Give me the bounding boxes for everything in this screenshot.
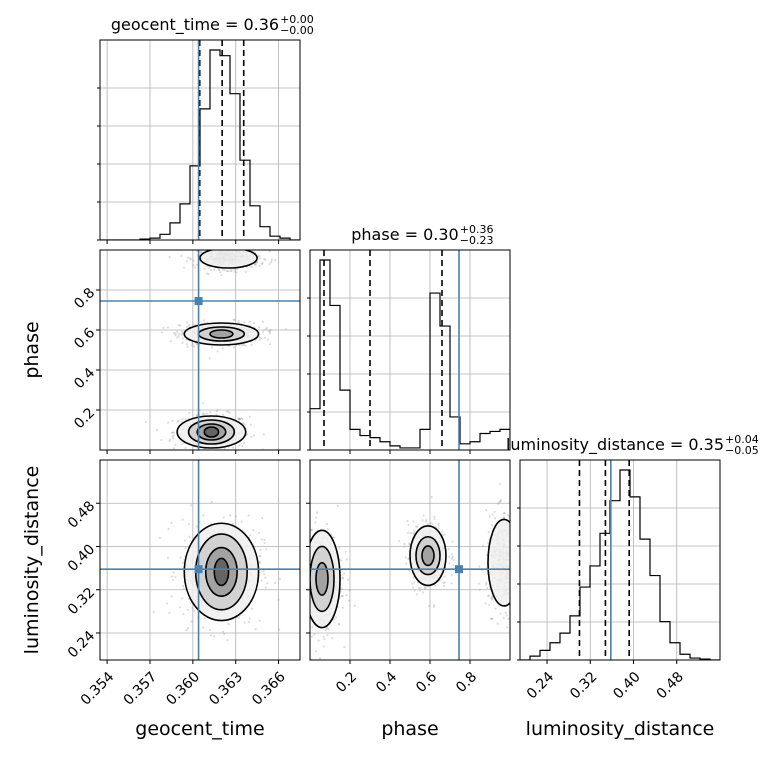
panel-title-upper-error: +0.00 <box>280 13 314 26</box>
truth-marker <box>455 565 463 574</box>
contour-0-3 <box>176 415 247 449</box>
y-axis-label-phase: phase <box>21 321 43 378</box>
x-tick-label: 0.357 <box>121 669 161 709</box>
contour-1-2 <box>409 525 447 587</box>
density-fill-0-0 <box>214 558 229 586</box>
contour-1-1 <box>415 535 441 576</box>
panel-frame <box>519 459 721 661</box>
x-tick-label: 0.4 <box>373 669 400 696</box>
y-tick-label: 0.6 <box>71 325 98 352</box>
density-fill-0-0 <box>204 427 219 437</box>
panel-title-geocent_time: geocent_time = 0.36 +0.00−0.00 <box>111 13 314 37</box>
histogram-luminosity_distance <box>520 469 720 660</box>
panel-frame <box>99 249 301 451</box>
panel-title-luminosity_distance: luminosity_distance = 0.35 +0.04−0.05 <box>506 433 759 457</box>
x-tick-label: 0.2 <box>333 669 360 696</box>
contour-2-0 <box>199 250 258 269</box>
x-axis-label-geocent_time: geocent_time <box>135 718 264 740</box>
panel-phase-phase <box>307 249 511 454</box>
panel-title-phase: phase = 0.30 +0.36−0.23 <box>351 223 493 247</box>
panel-title-upper-error: +0.36 <box>460 223 494 236</box>
x-tick-label: 0.363 <box>206 669 246 709</box>
density-fill-2-0 <box>488 519 510 606</box>
density-fills <box>184 523 259 621</box>
panel-frame <box>99 459 301 661</box>
grid-lines <box>520 460 720 660</box>
density-fill-2-0 <box>200 250 258 268</box>
y-tick-label: 0.8 <box>71 285 98 312</box>
density-fill-1-0 <box>422 545 434 566</box>
x-tick-label: 0.6 <box>413 669 440 696</box>
x-tick-label: 0.360 <box>163 669 203 709</box>
panel-geocent_time-luminosity_distance <box>96 459 301 664</box>
panel-title-upper-error: +0.04 <box>725 433 759 446</box>
panel-title-text: geocent_time = 0.36 <box>111 15 279 35</box>
histogram-phase <box>310 259 510 450</box>
contour-0-0 <box>315 561 329 596</box>
density-fill-1-0 <box>210 330 233 338</box>
contour-0-0 <box>213 557 230 587</box>
truth-marker <box>194 565 203 574</box>
x-tick-label: 0.354 <box>78 669 118 709</box>
y-tick-label: 0.4 <box>71 365 98 392</box>
panel-phase-luminosity_distance <box>306 459 511 664</box>
x-axis-label-phase: phase <box>381 718 438 740</box>
density-contours <box>310 518 510 629</box>
panel-title-lower-error: −0.00 <box>280 24 314 37</box>
contour-1-2 <box>183 322 260 346</box>
contour-0-1 <box>204 546 238 598</box>
y-tick-label: 0.48 <box>65 498 98 531</box>
contour-0-0 <box>203 426 220 438</box>
panels-layer <box>96 39 721 664</box>
density-fills <box>310 519 510 628</box>
density-contours <box>176 250 260 449</box>
grid-lines <box>100 460 300 660</box>
grid-lines <box>100 250 300 450</box>
x-axis-label-luminosity_distance: luminosity_distance <box>526 718 715 740</box>
contour-0-2 <box>310 529 341 629</box>
panel-content <box>100 460 300 660</box>
y-tick-label: 0.2 <box>71 405 98 432</box>
x-tick-label: 0.40 <box>610 669 643 702</box>
panel-content <box>100 250 300 450</box>
panel-title-lower-error: −0.05 <box>725 444 759 457</box>
y-tick-label: 0.32 <box>65 585 98 618</box>
x-tick-label: 0.8 <box>453 669 480 696</box>
contour-2-0 <box>487 518 510 607</box>
panel-content <box>100 40 300 240</box>
panel-frame <box>309 249 511 451</box>
panel-title-lower-error: −0.23 <box>460 234 494 247</box>
contour-0-1 <box>196 423 227 441</box>
x-tick-label: 0.48 <box>654 669 687 702</box>
panel-frame <box>309 459 511 661</box>
y-tick-label: 0.40 <box>65 541 98 574</box>
contour-0-1 <box>310 545 335 613</box>
x-tick-label: 0.32 <box>567 669 600 702</box>
panel-geocent_time-geocent_time <box>97 39 301 244</box>
histogram-geocent_time <box>100 49 300 240</box>
x-tick-label: 0.24 <box>524 669 557 702</box>
panel-content <box>520 460 720 660</box>
contour-1-0 <box>209 329 234 339</box>
contour-1-0 <box>421 545 435 567</box>
panel-content <box>310 250 510 450</box>
panel-luminosity_distance-luminosity_distance <box>517 459 721 664</box>
truth-marker <box>194 297 203 305</box>
density-fill-0-0 <box>316 562 328 596</box>
y-axis-label-luminosity_distance: luminosity_distance <box>21 466 43 655</box>
panel-content <box>310 460 510 660</box>
y-tick-label: 0.24 <box>65 628 98 661</box>
panel-title-text: phase = 0.30 <box>351 225 458 244</box>
x-tick-label: 0.366 <box>249 669 289 709</box>
panel-frame <box>99 39 301 241</box>
contour-0-2 <box>187 419 236 445</box>
panel-geocent_time-phase <box>96 249 301 454</box>
panel-title-text: luminosity_distance = 0.35 <box>506 435 724 455</box>
contour-0-3 <box>183 522 260 622</box>
